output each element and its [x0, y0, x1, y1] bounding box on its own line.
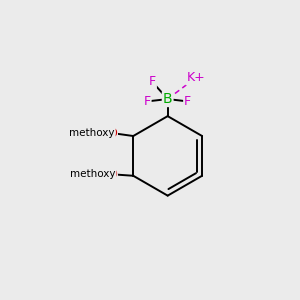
Text: B: B — [163, 92, 172, 106]
Text: O: O — [107, 168, 117, 181]
Text: F: F — [143, 95, 151, 108]
Text: K+: K+ — [186, 71, 205, 84]
Text: methoxy: methoxy — [70, 169, 116, 179]
Text: F: F — [184, 95, 191, 108]
Text: methoxy: methoxy — [69, 128, 115, 138]
Text: O: O — [107, 127, 117, 140]
Text: F: F — [149, 76, 156, 88]
